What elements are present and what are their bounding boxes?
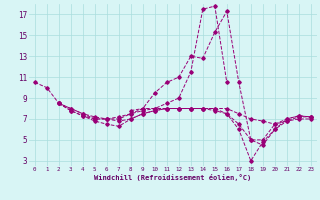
X-axis label: Windchill (Refroidissement éolien,°C): Windchill (Refroidissement éolien,°C) bbox=[94, 174, 252, 181]
